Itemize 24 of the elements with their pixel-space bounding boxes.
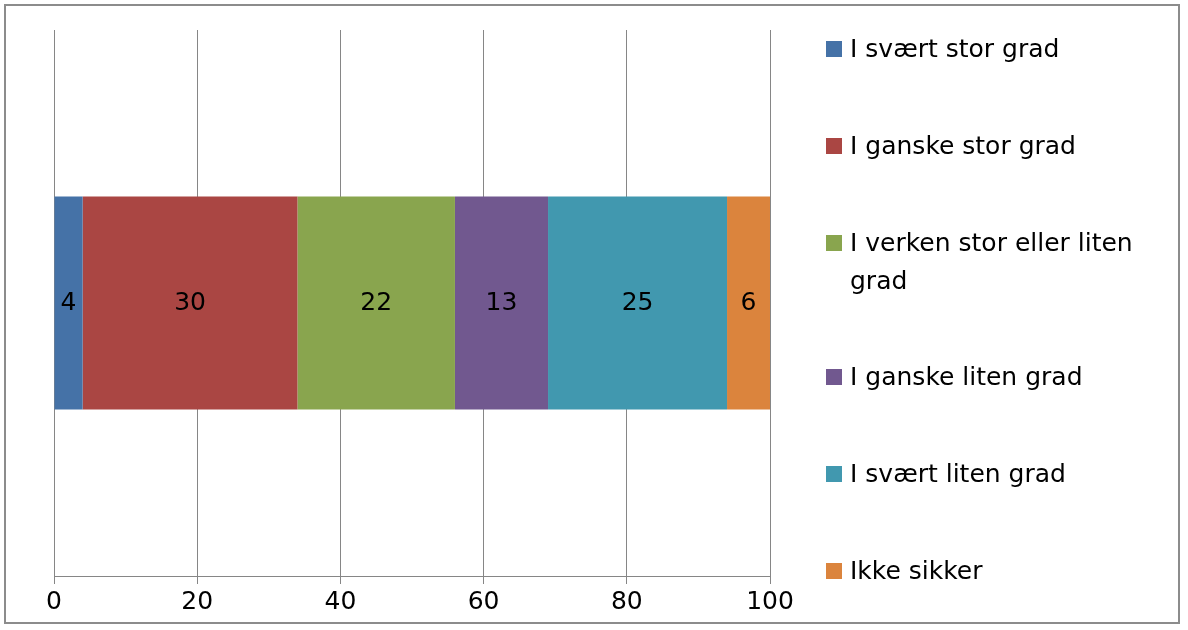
data-label: 30 bbox=[174, 286, 206, 316]
data-label: 25 bbox=[621, 286, 654, 316]
x-tick-label: 0 bbox=[46, 585, 62, 615]
legend-label: I ganske stor grad bbox=[850, 129, 1076, 162]
bar bbox=[297, 196, 455, 410]
bar bbox=[82, 196, 298, 410]
bar bbox=[54, 196, 83, 410]
legend-label: I verken stor eller liten grad bbox=[850, 226, 1134, 297]
bar bbox=[454, 196, 549, 410]
legend-label: I svært stor grad bbox=[850, 33, 1060, 65]
legend-label: Ikke sikker bbox=[850, 555, 983, 587]
x-tick-label: 80 bbox=[610, 585, 643, 615]
data-label: 22 bbox=[360, 286, 393, 316]
data-label: 6 bbox=[740, 286, 757, 316]
legend-label: I ganske liten grad bbox=[850, 361, 1083, 394]
x-tick-label: 20 bbox=[181, 585, 214, 615]
bar bbox=[548, 196, 728, 410]
bar bbox=[727, 196, 770, 410]
legend-label: I svært liten grad bbox=[850, 458, 1066, 491]
data-label: 13 bbox=[485, 286, 518, 316]
x-tick-label: 60 bbox=[467, 585, 500, 615]
x-tick-label: 40 bbox=[324, 585, 357, 615]
data-label: 4 bbox=[60, 286, 77, 316]
x-tick-label: 100 bbox=[746, 585, 794, 615]
